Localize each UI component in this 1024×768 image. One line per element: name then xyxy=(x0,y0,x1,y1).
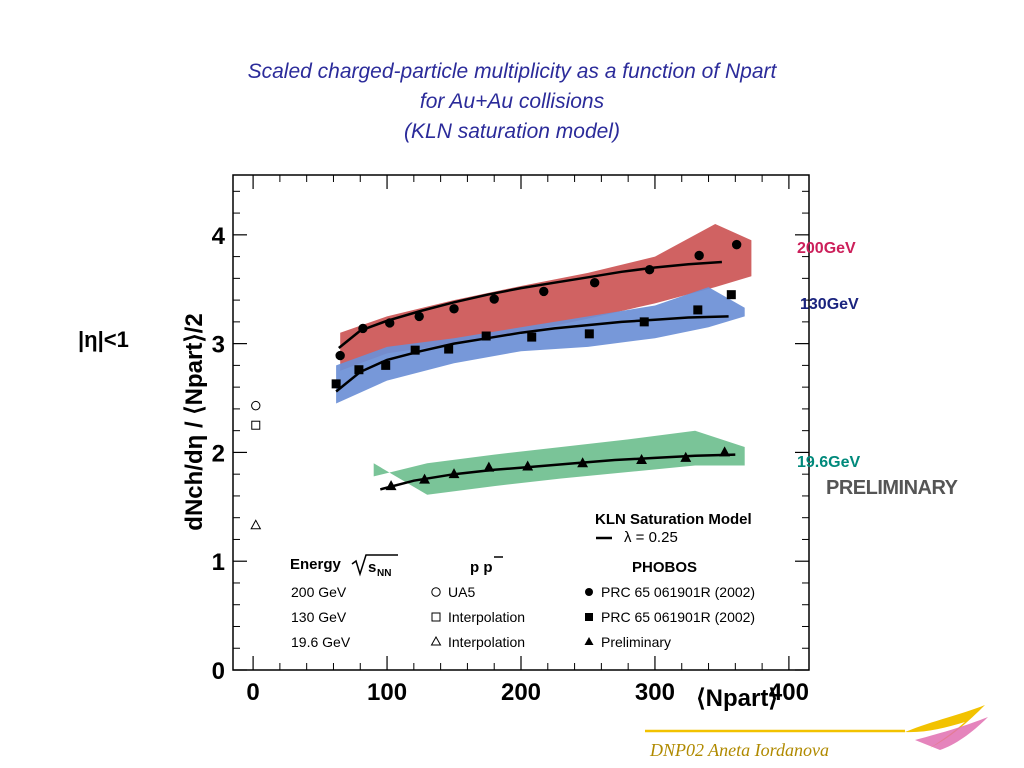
data-point-series-0-10 xyxy=(731,239,742,250)
legend-phobos-triangle-marker xyxy=(584,637,594,645)
ppbar-point-1 xyxy=(251,420,261,430)
y-tick-label-2: 2 xyxy=(212,440,225,467)
axis-ticks: 0 1 2 3 4 0 100 200 300 400 xyxy=(212,175,809,706)
x-tick-label-0: 0 xyxy=(246,679,259,706)
x-tick-label-4: 400 xyxy=(769,679,809,706)
legend-phobos-200: PRC 65 061901R (2002) xyxy=(601,584,755,600)
legend-sqrt-s: s xyxy=(368,559,376,576)
data-points xyxy=(250,239,742,530)
data-point-series-2-3 xyxy=(483,461,495,472)
legend-pp-interp-19: Interpolation xyxy=(448,634,525,650)
band-series-2 xyxy=(373,430,745,495)
x-tick-label-2: 200 xyxy=(501,679,541,706)
legend-pp-circle-marker xyxy=(431,587,441,597)
data-point-series-1-2 xyxy=(381,360,391,370)
data-point-series-0-6 xyxy=(539,286,549,297)
legend-energy-200: 200 GeV xyxy=(291,584,347,600)
x-tick-label-3: 300 xyxy=(635,679,675,706)
eta-cut-label: |η|<1 xyxy=(78,327,129,352)
title-line-1: Scaled charged-particle multiplicity as … xyxy=(247,60,777,83)
energy-label-19: 19.6GeV xyxy=(797,454,860,471)
y-axis-label: dNch/dη / ⟨Npart⟩/2 xyxy=(181,313,208,530)
data-point-series-0-1 xyxy=(358,323,368,334)
legend-model-title: KLN Saturation Model xyxy=(595,511,752,528)
model-curve-series-1 xyxy=(335,315,729,393)
title-line-3: (KLN saturation model) xyxy=(404,120,620,143)
ppbar-point-2 xyxy=(250,519,262,530)
legend-pp-header: p p xyxy=(470,559,493,576)
data-point-series-1-1 xyxy=(354,365,364,375)
legend-pp-triangle-marker xyxy=(430,635,442,646)
sqrt-sign-icon xyxy=(351,554,398,577)
data-point-series-0-2 xyxy=(385,318,395,328)
data-point-series-1-5 xyxy=(481,331,491,341)
data-point-series-2-4 xyxy=(522,460,534,471)
legend-pp-ua5: UA5 xyxy=(448,584,475,600)
y-tick-label-3: 3 xyxy=(212,332,225,359)
y-tick-label-1: 1 xyxy=(212,549,225,576)
legend-energy-header: Energy xyxy=(290,556,342,573)
legend-model-param: λ = 0.25 xyxy=(624,529,678,546)
x-tick-label-1: 100 xyxy=(367,679,407,706)
footer-credit: DNP02 Aneta Iordanova xyxy=(650,740,829,760)
data-point-series-0-4 xyxy=(449,304,459,314)
data-point-series-0-3 xyxy=(414,311,424,322)
ppbar-point-0 xyxy=(251,400,261,411)
data-point-series-2-1 xyxy=(419,473,430,484)
band-series-1 xyxy=(336,287,745,404)
data-point-series-1-10 xyxy=(726,290,736,300)
data-point-series-0-8 xyxy=(644,264,655,275)
data-point-series-0-0 xyxy=(335,350,345,361)
legend-pp-interp-130: Interpolation xyxy=(448,609,525,625)
data-point-series-1-3 xyxy=(410,345,420,355)
data-point-series-0-7 xyxy=(589,278,600,288)
x-axis-label: ⟨Npart⟩ xyxy=(696,685,777,712)
legend-energy-19: 19.6 GeV xyxy=(291,634,351,650)
swoosh-logo xyxy=(905,705,985,748)
data-point-series-2-2 xyxy=(448,468,460,479)
data-point-series-2-5 xyxy=(577,457,589,468)
y-tick-label-4: 4 xyxy=(212,223,226,250)
energy-label-130: 130GeV xyxy=(800,296,859,313)
data-point-series-2-7 xyxy=(680,451,692,462)
data-point-series-1-6 xyxy=(527,332,537,342)
data-point-series-1-4 xyxy=(444,344,454,354)
data-point-series-2-8 xyxy=(719,446,731,457)
data-point-series-0-9 xyxy=(694,250,704,261)
legend-phobos-19: Preliminary xyxy=(601,634,671,650)
y-tick-label-0: 0 xyxy=(212,658,225,685)
model-curve-series-2 xyxy=(379,453,736,491)
title-line-2: for Au+Au collisions xyxy=(419,90,605,113)
preliminary-stamp: PRELIMINARY xyxy=(826,477,959,499)
data-point-series-1-8 xyxy=(639,317,649,327)
data-point-series-2-6 xyxy=(636,453,647,465)
legend-pp-square-marker xyxy=(431,612,441,622)
data-point-series-1-9 xyxy=(693,305,703,315)
data-point-series-1-0 xyxy=(331,379,341,389)
legend-phobos-130: PRC 65 061901R (2002) xyxy=(601,609,755,625)
legend-sqrt-sub: NN xyxy=(377,568,391,579)
legend-phobos-square-marker xyxy=(585,613,593,621)
data-point-series-2-0 xyxy=(385,480,397,491)
energy-label-200: 200GeV xyxy=(797,240,856,257)
legend-phobos-header: PHOBOS xyxy=(632,559,697,576)
data-point-series-1-7 xyxy=(584,329,594,339)
uncertainty-bands xyxy=(336,224,752,495)
band-series-0 xyxy=(340,224,752,371)
legend-phobos-circle-marker xyxy=(585,588,593,596)
swoosh-logo-accent xyxy=(915,717,988,750)
data-point-series-0-5 xyxy=(489,294,499,304)
legend-energy-130: 130 GeV xyxy=(291,609,347,625)
